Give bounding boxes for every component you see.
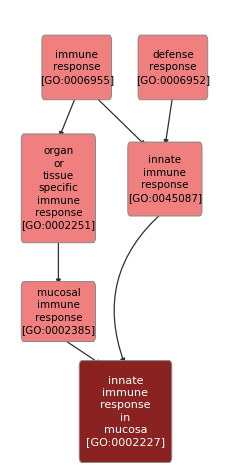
FancyBboxPatch shape (128, 142, 202, 216)
FancyBboxPatch shape (21, 282, 95, 341)
Text: innate
immune
response
in
mucosa
[GO:0002227]: innate immune response in mucosa [GO:000… (86, 376, 165, 447)
FancyArrowPatch shape (60, 97, 76, 136)
Text: mucosal
immune
response
[GO:0002385]: mucosal immune response [GO:0002385] (21, 288, 95, 335)
FancyBboxPatch shape (138, 35, 208, 100)
FancyArrowPatch shape (57, 240, 60, 283)
Text: immune
response
[GO:0006955]: immune response [GO:0006955] (40, 50, 114, 85)
FancyArrowPatch shape (61, 338, 100, 364)
FancyBboxPatch shape (79, 361, 172, 462)
FancyArrowPatch shape (164, 97, 172, 144)
FancyBboxPatch shape (21, 134, 95, 243)
FancyArrowPatch shape (95, 96, 145, 145)
FancyArrowPatch shape (114, 212, 163, 362)
Text: innate
immune
response
[GO:0045087]: innate immune response [GO:0045087] (128, 155, 202, 203)
FancyBboxPatch shape (42, 35, 112, 100)
Text: organ
or
tissue
specific
immune
response
[GO:0002251]: organ or tissue specific immune response… (21, 146, 95, 231)
Text: defense
response
[GO:0006952]: defense response [GO:0006952] (136, 50, 210, 85)
